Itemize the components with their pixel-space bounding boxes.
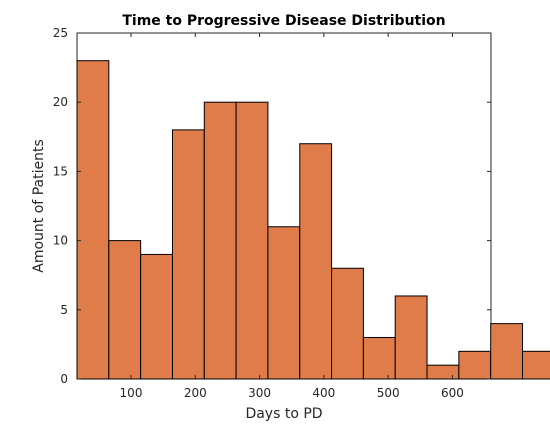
histogram-bar bbox=[77, 61, 109, 379]
histogram-bar bbox=[332, 268, 364, 379]
histogram-bar bbox=[363, 337, 395, 379]
x-axis-label: Days to PD bbox=[245, 406, 322, 422]
x-tick-label: 100 bbox=[120, 386, 143, 400]
histogram-bar bbox=[491, 324, 523, 379]
histogram-bar bbox=[204, 102, 236, 379]
x-tick-label: 600 bbox=[441, 386, 464, 400]
y-tick-label: 20 bbox=[53, 95, 68, 109]
y-tick-label: 10 bbox=[53, 234, 68, 248]
histogram-bar bbox=[236, 102, 268, 379]
chart-title: Time to Progressive Disease Distribution bbox=[122, 13, 445, 29]
y-tick-label: 5 bbox=[60, 303, 68, 317]
y-tick-label: 0 bbox=[60, 372, 68, 386]
histogram-bar bbox=[141, 254, 173, 379]
y-tick-label: 25 bbox=[53, 26, 68, 40]
histogram-bar bbox=[172, 130, 204, 379]
histogram-bar bbox=[109, 241, 141, 379]
histogram-bar bbox=[395, 296, 427, 379]
x-tick-label: 200 bbox=[184, 386, 207, 400]
histogram-bar bbox=[268, 227, 300, 379]
histogram-bar bbox=[300, 144, 332, 379]
x-tick-label: 300 bbox=[248, 386, 271, 400]
y-axis-label: Amount of Patients bbox=[31, 139, 47, 272]
histogram-bar bbox=[459, 351, 491, 379]
y-tick-label: 15 bbox=[53, 164, 68, 178]
histogram-bar bbox=[523, 351, 550, 379]
x-tick-label: 500 bbox=[377, 386, 400, 400]
x-tick-label: 400 bbox=[312, 386, 335, 400]
histogram-bar bbox=[427, 365, 459, 379]
